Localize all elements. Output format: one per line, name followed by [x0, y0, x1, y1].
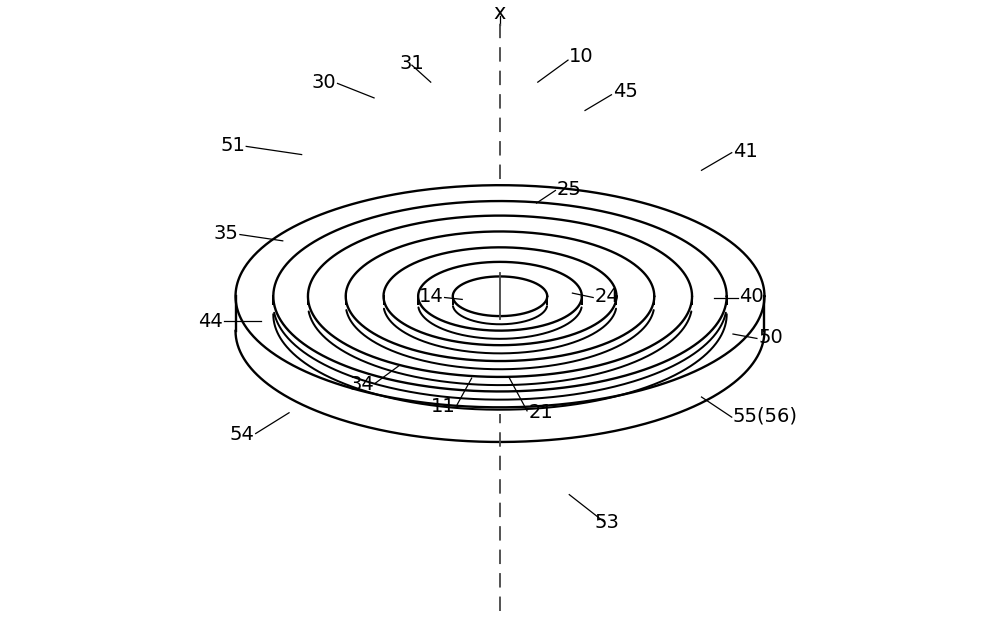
Text: 34: 34	[349, 375, 374, 394]
Text: 35: 35	[214, 224, 239, 243]
Text: 10: 10	[569, 47, 594, 67]
Text: 44: 44	[198, 312, 223, 331]
Text: 53: 53	[595, 513, 619, 532]
Text: 11: 11	[431, 397, 456, 416]
Text: 50: 50	[758, 328, 783, 347]
Text: 24: 24	[594, 287, 619, 306]
Text: 21: 21	[528, 403, 553, 422]
Text: 41: 41	[733, 142, 758, 161]
Text: 54: 54	[230, 425, 254, 444]
Text: 31: 31	[399, 54, 424, 73]
Text: 25: 25	[557, 180, 582, 198]
Text: 30: 30	[312, 72, 336, 91]
Text: 14: 14	[419, 287, 443, 306]
Text: 45: 45	[613, 82, 638, 101]
Text: 51: 51	[220, 135, 245, 154]
Text: x: x	[494, 3, 506, 23]
Text: 55(56): 55(56)	[733, 406, 798, 425]
Text: 40: 40	[739, 287, 764, 306]
